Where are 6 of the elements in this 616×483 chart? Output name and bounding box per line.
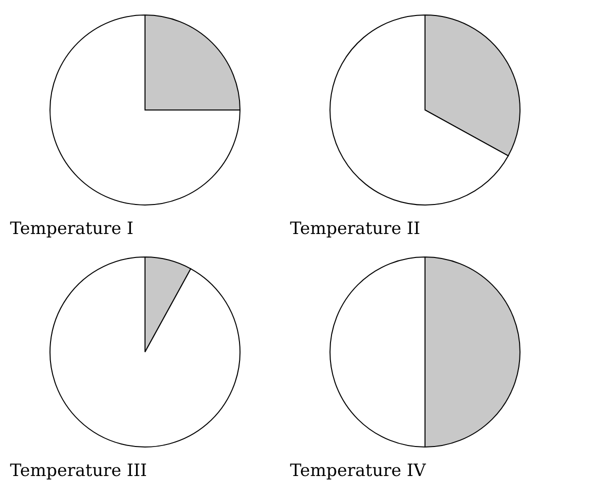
pie-slice [50,14,240,206]
text: Temperature I [10,219,134,239]
text: Temperature III [10,461,147,481]
text: Temperature IV [290,461,426,481]
text: Temperature II [290,219,420,239]
pie-slice [50,256,240,448]
